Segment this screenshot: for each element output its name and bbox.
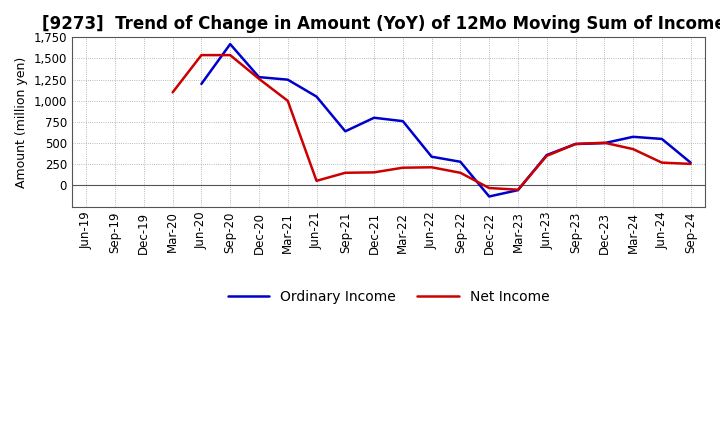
Net Income [629,147,637,152]
Ordinary Income [686,160,695,165]
Ordinary Income [600,140,608,146]
Ordinary Income [456,159,464,165]
Ordinary Income [485,194,493,199]
Net Income [370,170,379,175]
Net Income [168,90,177,95]
Ordinary Income [255,74,264,80]
Net Income [686,161,695,166]
Ordinary Income [513,187,522,193]
Ordinary Income [284,77,292,82]
Net Income [226,52,235,58]
Net Income [255,76,264,81]
Net Income [600,140,608,145]
Ordinary Income [629,134,637,139]
Ordinary Income [370,115,379,121]
Net Income [284,98,292,103]
Net Income [427,165,436,170]
Y-axis label: Amount (million yen): Amount (million yen) [15,56,28,187]
Ordinary Income [312,94,321,99]
Ordinary Income [427,154,436,159]
Net Income [485,185,493,191]
Net Income [513,187,522,192]
Line: Ordinary Income: Ordinary Income [202,44,690,197]
Ordinary Income [657,136,666,142]
Net Income [571,141,580,147]
Ordinary Income [226,41,235,47]
Ordinary Income [542,152,551,158]
Legend: Ordinary Income, Net Income: Ordinary Income, Net Income [222,285,555,310]
Net Income [542,153,551,158]
Ordinary Income [399,118,408,124]
Ordinary Income [571,141,580,147]
Net Income [456,170,464,176]
Title: [9273]  Trend of Change in Amount (YoY) of 12Mo Moving Sum of Incomes: [9273] Trend of Change in Amount (YoY) o… [42,15,720,33]
Ordinary Income [197,81,206,87]
Net Income [197,52,206,58]
Net Income [312,178,321,183]
Net Income [657,160,666,165]
Net Income [399,165,408,170]
Line: Net Income: Net Income [173,55,690,190]
Ordinary Income [341,128,350,134]
Net Income [341,170,350,176]
